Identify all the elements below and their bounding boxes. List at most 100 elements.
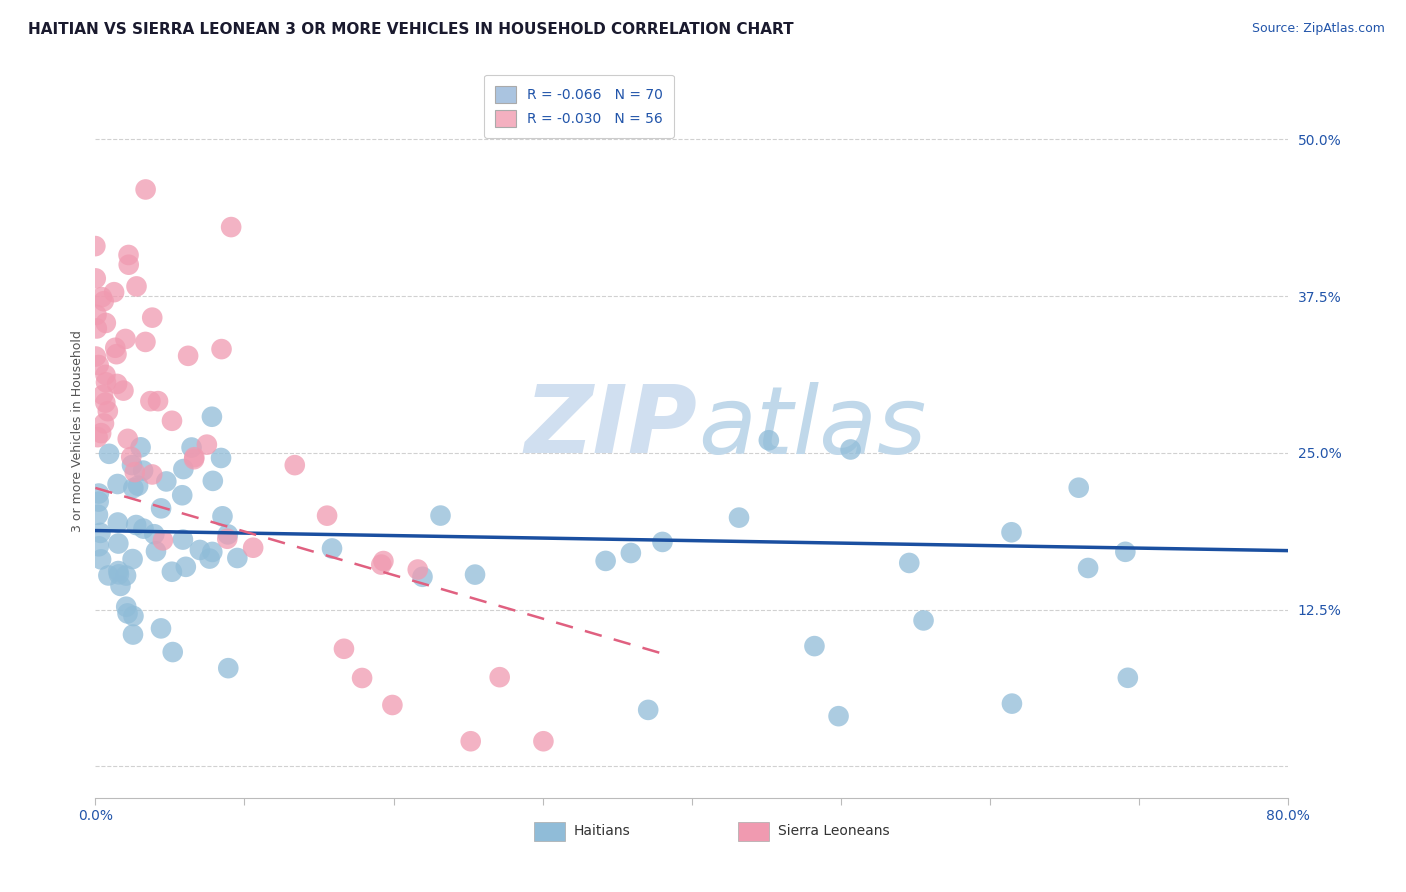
- Point: [122, 481, 145, 495]
- Point: [464, 567, 486, 582]
- Point: [104, 341, 127, 355]
- Point: [89, 525, 111, 540]
- Point: [107, 564, 129, 578]
- Point: [533, 734, 555, 748]
- Point: [150, 621, 173, 635]
- Point: [124, 465, 146, 479]
- Point: [188, 543, 211, 558]
- Point: [103, 285, 125, 300]
- Point: [827, 709, 849, 723]
- Point: [321, 541, 343, 556]
- Point: [1000, 525, 1022, 540]
- Point: [94, 368, 117, 382]
- Point: [146, 394, 169, 409]
- Point: [141, 467, 163, 482]
- Point: [201, 545, 224, 559]
- Point: [91, 388, 114, 402]
- Point: [121, 552, 143, 566]
- Point: [87, 539, 110, 553]
- Point: [758, 434, 780, 448]
- Point: [217, 532, 239, 546]
- Point: [94, 395, 117, 409]
- Point: [284, 458, 307, 472]
- Point: [839, 442, 862, 457]
- Point: [651, 535, 673, 549]
- Point: [122, 609, 145, 624]
- Point: [122, 627, 145, 641]
- Point: [803, 639, 825, 653]
- Point: [112, 384, 135, 398]
- Point: [84, 239, 107, 253]
- Point: [86, 430, 108, 444]
- Text: atlas: atlas: [697, 382, 927, 473]
- Point: [898, 556, 921, 570]
- Legend: R = -0.066   N = 70, R = -0.030   N = 56: R = -0.066 N = 70, R = -0.030 N = 56: [484, 75, 673, 137]
- Point: [160, 565, 183, 579]
- Point: [381, 698, 404, 712]
- Point: [211, 509, 233, 524]
- Text: Sierra Leoneans: Sierra Leoneans: [778, 824, 889, 838]
- Point: [84, 350, 107, 364]
- Point: [90, 552, 112, 566]
- Point: [595, 554, 617, 568]
- Text: ZIP: ZIP: [524, 381, 697, 473]
- Point: [172, 488, 194, 502]
- Point: [90, 426, 112, 441]
- Text: Source: ZipAtlas.com: Source: ZipAtlas.com: [1251, 22, 1385, 36]
- Point: [333, 641, 356, 656]
- Point: [201, 409, 224, 424]
- Point: [132, 464, 155, 478]
- Point: [110, 579, 132, 593]
- Point: [84, 271, 107, 285]
- Point: [117, 607, 139, 621]
- Point: [107, 477, 129, 491]
- Text: Haitians: Haitians: [574, 824, 630, 838]
- Point: [107, 516, 129, 530]
- Point: [488, 670, 510, 684]
- Point: [1077, 561, 1099, 575]
- Point: [86, 321, 108, 335]
- Point: [97, 568, 120, 582]
- Text: HAITIAN VS SIERRA LEONEAN 3 OR MORE VEHICLES IN HOUSEHOLD CORRELATION CHART: HAITIAN VS SIERRA LEONEAN 3 OR MORE VEHI…: [28, 22, 794, 37]
- Point: [139, 394, 162, 409]
- Point: [1116, 671, 1139, 685]
- Point: [316, 508, 339, 523]
- Point: [150, 501, 173, 516]
- Point: [183, 452, 205, 467]
- Point: [1001, 697, 1024, 711]
- Point: [129, 440, 152, 454]
- Point: [637, 703, 659, 717]
- Point: [117, 432, 139, 446]
- Point: [115, 568, 138, 582]
- Point: [620, 546, 643, 560]
- Point: [352, 671, 374, 685]
- Point: [90, 290, 112, 304]
- Point: [107, 536, 129, 550]
- Point: [172, 533, 194, 547]
- Point: [135, 182, 157, 196]
- Point: [108, 567, 131, 582]
- Point: [1067, 481, 1090, 495]
- Point: [172, 462, 194, 476]
- Point: [195, 437, 218, 451]
- Point: [94, 376, 117, 390]
- Point: [105, 347, 128, 361]
- Point: [373, 554, 395, 568]
- Point: [134, 334, 156, 349]
- Point: [198, 551, 221, 566]
- Point: [143, 527, 166, 541]
- Point: [97, 404, 120, 418]
- Point: [141, 310, 163, 325]
- Point: [217, 527, 239, 541]
- Point: [174, 559, 197, 574]
- Point: [127, 478, 149, 492]
- Point: [125, 279, 148, 293]
- Point: [117, 248, 139, 262]
- Point: [1114, 545, 1136, 559]
- Point: [209, 450, 232, 465]
- Y-axis label: 3 or more Vehicles in Household: 3 or more Vehicles in Household: [72, 330, 84, 532]
- Point: [728, 510, 751, 524]
- Point: [93, 294, 115, 309]
- Point: [429, 508, 451, 523]
- Point: [86, 308, 108, 322]
